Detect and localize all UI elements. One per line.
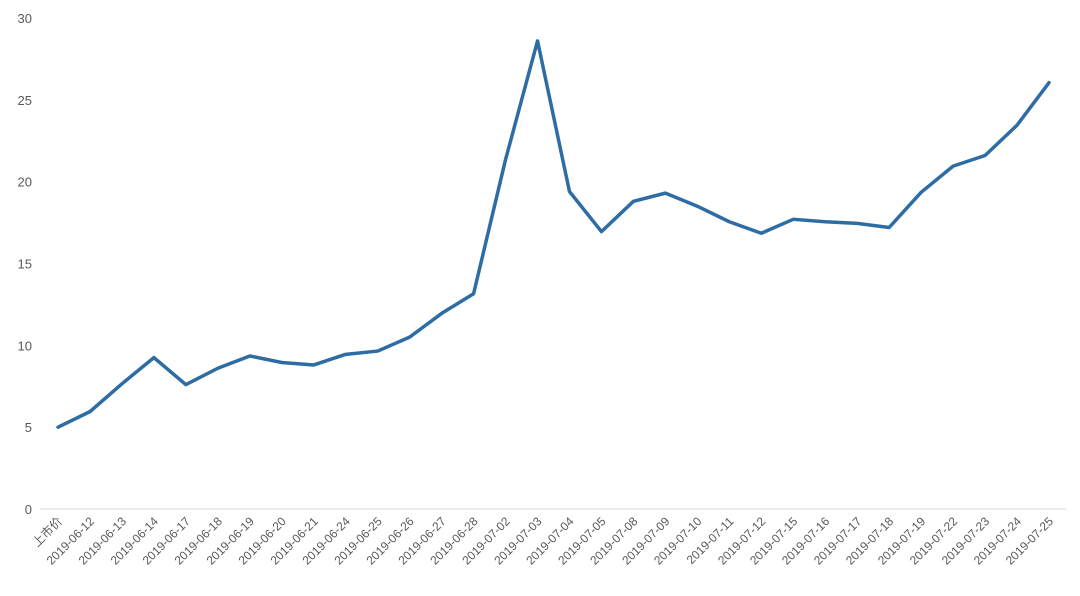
y-tick-label: 0 bbox=[25, 502, 32, 517]
y-tick-label: 5 bbox=[25, 420, 32, 435]
y-tick-label: 10 bbox=[18, 338, 32, 353]
y-tick-label: 20 bbox=[18, 175, 32, 190]
price-series-line bbox=[56, 39, 1051, 429]
y-tick-label: 30 bbox=[18, 11, 32, 26]
y-tick-label: 15 bbox=[18, 257, 32, 272]
x-axis-tick-labels: 上市价2019-06-122019-06-132019-06-142019-06… bbox=[29, 514, 1056, 568]
y-tick-label: 25 bbox=[18, 93, 32, 108]
y-axis-tick-labels: 0 5 10 15 20 25 30 bbox=[18, 11, 32, 517]
